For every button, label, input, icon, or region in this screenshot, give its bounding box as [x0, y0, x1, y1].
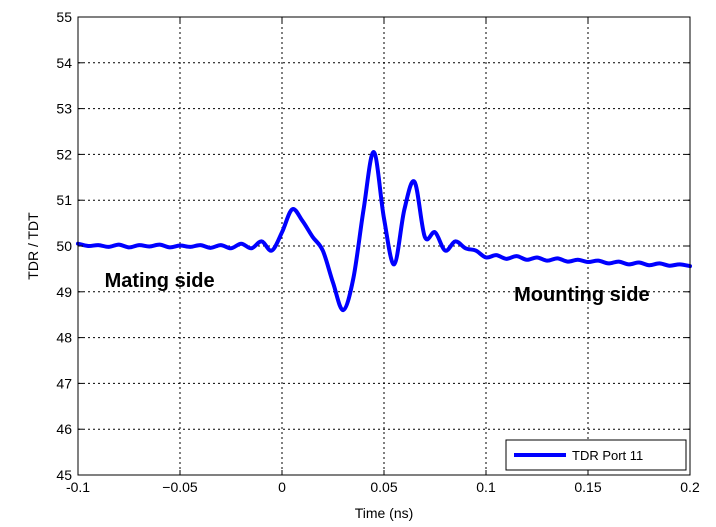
y-tick-label: 46 [56, 421, 72, 437]
y-tick-label: 47 [56, 375, 72, 391]
y-tick-label: 51 [56, 192, 72, 208]
x-axis-label: Time (ns) [355, 505, 414, 521]
x-tick-label: 0 [278, 479, 286, 495]
y-tick-label: 49 [56, 284, 72, 300]
annotations: Mating side Mounting side [105, 270, 650, 306]
x-tick-label: 0.1 [476, 479, 496, 495]
y-tick-label: 45 [56, 467, 72, 483]
x-tick-label: 0.2 [680, 479, 700, 495]
x-tick-label: 0.05 [370, 479, 397, 495]
annotation-label: Mounting side [514, 284, 650, 306]
x-tick-label: -0.1 [66, 479, 90, 495]
x-tick-label: 0.15 [574, 479, 601, 495]
ticks: -0.1 −0.05 0 0.05 0.1 0.15 0.2 45 46 47 48 49 50 51 52… [56, 9, 700, 495]
y-tick-label: 50 [56, 238, 72, 254]
y-tick-label: 53 [56, 101, 72, 117]
legend: TDR Port 11 [505, 439, 687, 471]
grid [78, 17, 690, 475]
y-tick-label: 52 [56, 146, 72, 162]
y-axis-label: TDR / TDT [25, 212, 41, 280]
series-line [76, 150, 692, 313]
series-layer [76, 150, 692, 313]
y-tick-label: 54 [56, 55, 72, 71]
y-tick-label: 48 [56, 330, 72, 346]
y-tick-label: 55 [56, 9, 72, 25]
x-tick-label: −0.05 [162, 479, 198, 495]
annotation-label: Mating side [105, 270, 215, 292]
legend-label: TDR Port 11 [572, 448, 643, 463]
